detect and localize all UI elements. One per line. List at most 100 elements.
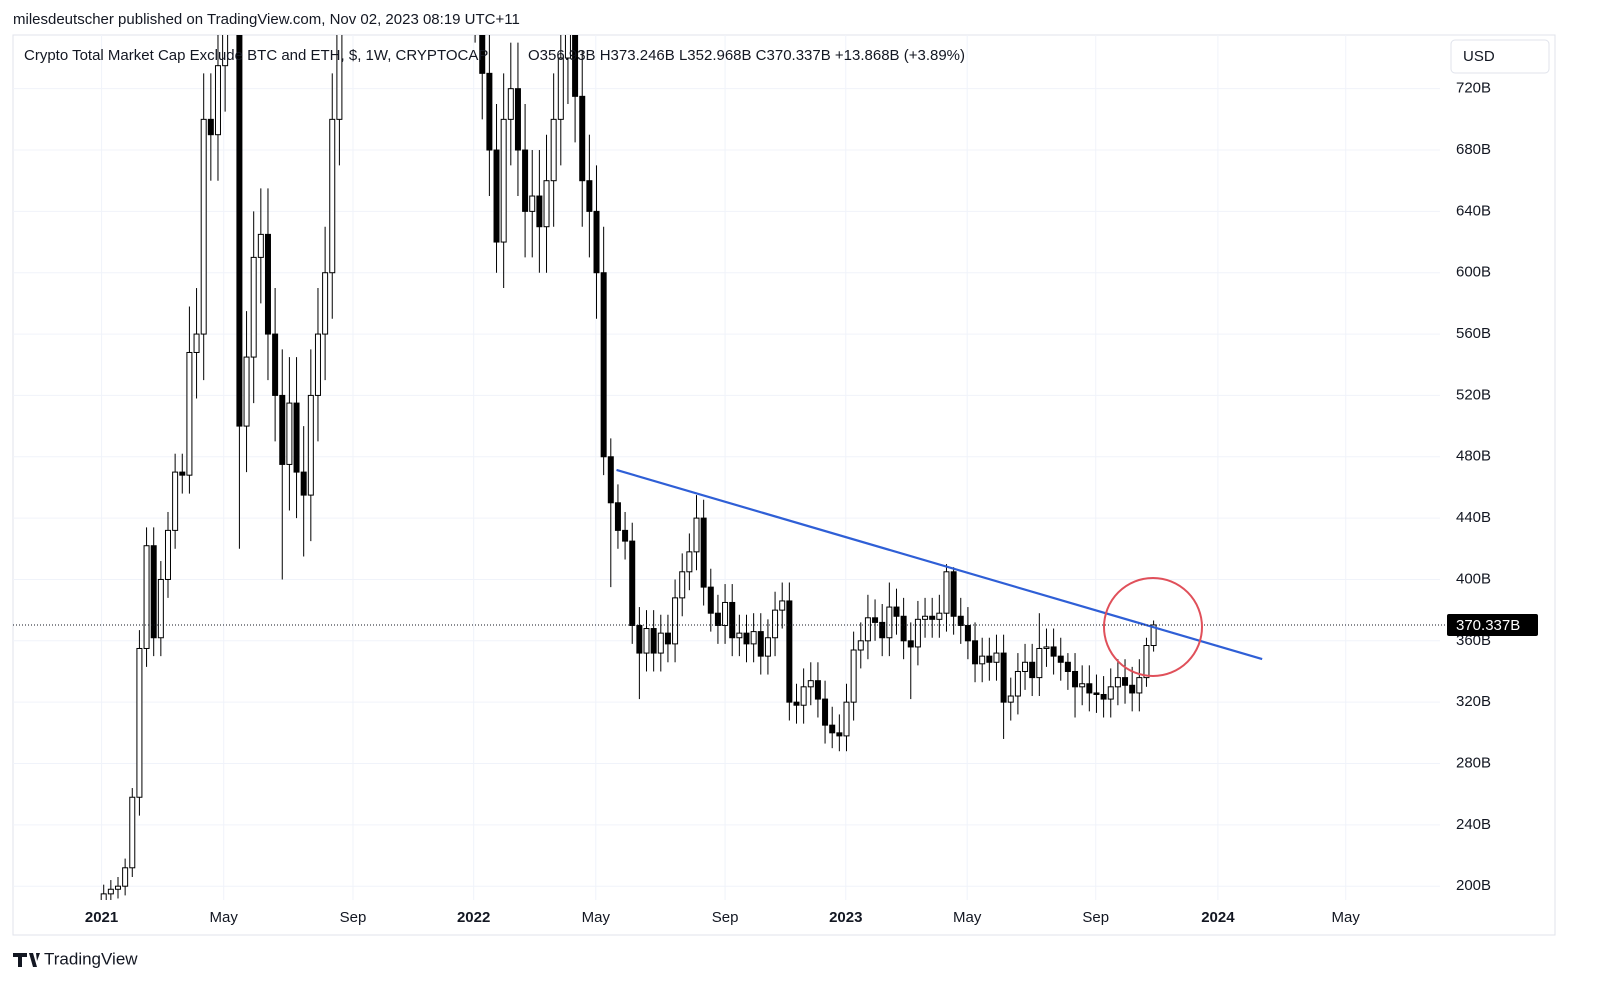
x-tick-label: Sep [1082, 909, 1109, 926]
candle-body [529, 195, 536, 212]
candle-body [986, 655, 993, 663]
candle-body [957, 615, 964, 626]
chart-frame [12, 34, 1556, 936]
y-tick-label: 560B [1456, 325, 1491, 342]
candle-body [850, 649, 857, 703]
candle-body [693, 517, 700, 553]
candle-body [722, 601, 729, 626]
candle-body [907, 640, 914, 648]
y-tick-label: 280B [1456, 754, 1491, 771]
y-tick-label: 200B [1456, 877, 1491, 894]
candle-body [707, 586, 714, 614]
y-tick-label: 520B [1456, 386, 1491, 403]
candle-body [514, 88, 521, 151]
candle-body [822, 698, 829, 726]
candle-body [286, 402, 293, 465]
candle-body [657, 632, 664, 654]
candle-body [1086, 683, 1093, 694]
candle-body [586, 180, 593, 212]
candle-body [107, 888, 114, 895]
candle-body [622, 529, 629, 542]
candle-body [1114, 677, 1121, 688]
x-tick-label: May [210, 909, 239, 926]
candle-body [307, 394, 314, 496]
candle-body [814, 680, 821, 700]
candle-body [186, 351, 193, 476]
y-tick-label: 240B [1456, 816, 1491, 833]
candle-body [1122, 677, 1129, 686]
candle-body [893, 606, 900, 617]
candle-body [743, 632, 750, 645]
candle-body [886, 606, 893, 639]
last-price-badge [1447, 613, 1538, 636]
candle-body [1072, 670, 1079, 688]
candle-body [950, 571, 957, 617]
candle-body [843, 701, 850, 737]
candle-body [507, 88, 514, 120]
candle-body [864, 617, 871, 642]
candle-body [143, 545, 150, 649]
candle-body [650, 628, 657, 654]
x-tick-label: May [1332, 909, 1361, 926]
y-tick-label: 320B [1456, 693, 1491, 710]
candle-body [150, 545, 157, 639]
y-tick-label: 600B [1456, 264, 1491, 281]
candle-body [493, 149, 500, 243]
publisher-line: milesdeutscher published on TradingView.… [13, 11, 520, 28]
candle-body [636, 624, 643, 654]
candle-body [1107, 686, 1114, 700]
candle-body [793, 701, 800, 706]
candle-body [943, 571, 950, 614]
candle-body [736, 632, 743, 639]
trend-line [616, 468, 1263, 661]
candle-body [550, 118, 557, 182]
candle-body [964, 624, 971, 642]
candle-body [714, 612, 721, 626]
candle-body [1000, 652, 1007, 703]
brand-name: TradingView [44, 949, 138, 968]
candle-body [1022, 661, 1029, 672]
candle-body [1057, 655, 1064, 663]
candle-body [679, 571, 686, 599]
candle-body [772, 609, 779, 639]
candle-body [279, 394, 286, 465]
candle-body [593, 210, 600, 274]
candle-body [764, 637, 771, 657]
candle-body [500, 118, 507, 243]
candle-body [872, 617, 879, 623]
candle-body [1043, 646, 1050, 649]
candle-body [993, 652, 1000, 663]
candle-body [686, 551, 693, 573]
currency-label[interactable]: USD [1463, 48, 1495, 65]
y-tick-label: 720B [1456, 80, 1491, 97]
candle-body [600, 272, 607, 458]
x-tick-label: 2023 [829, 909, 862, 926]
y-tick-label: 440B [1456, 509, 1491, 526]
candle-body [607, 456, 614, 504]
candle-body [522, 149, 529, 212]
candle-body [1064, 661, 1071, 672]
candle-body [800, 686, 807, 706]
candle-body [1136, 677, 1143, 694]
candle-body [1036, 647, 1043, 679]
candle-body [122, 867, 129, 887]
currency-button[interactable] [1450, 39, 1550, 74]
candle-body [214, 65, 221, 136]
candle-body [879, 621, 886, 639]
candle-body [322, 272, 329, 335]
chart-title: Crypto Total Market Cap Exclude BTC and … [24, 47, 488, 64]
y-tick-label: 400B [1456, 570, 1491, 587]
candle-body [979, 655, 986, 665]
candle-body [1129, 684, 1136, 694]
candle-body [729, 601, 736, 639]
highlight-circle [1103, 577, 1203, 677]
candle-body [643, 628, 650, 654]
candle-body [336, 35, 343, 120]
x-tick-label: 2024 [1201, 909, 1235, 926]
candle-body [300, 471, 307, 496]
candle-body [486, 72, 493, 151]
candle-body [629, 540, 636, 626]
candle-body [1029, 661, 1036, 679]
